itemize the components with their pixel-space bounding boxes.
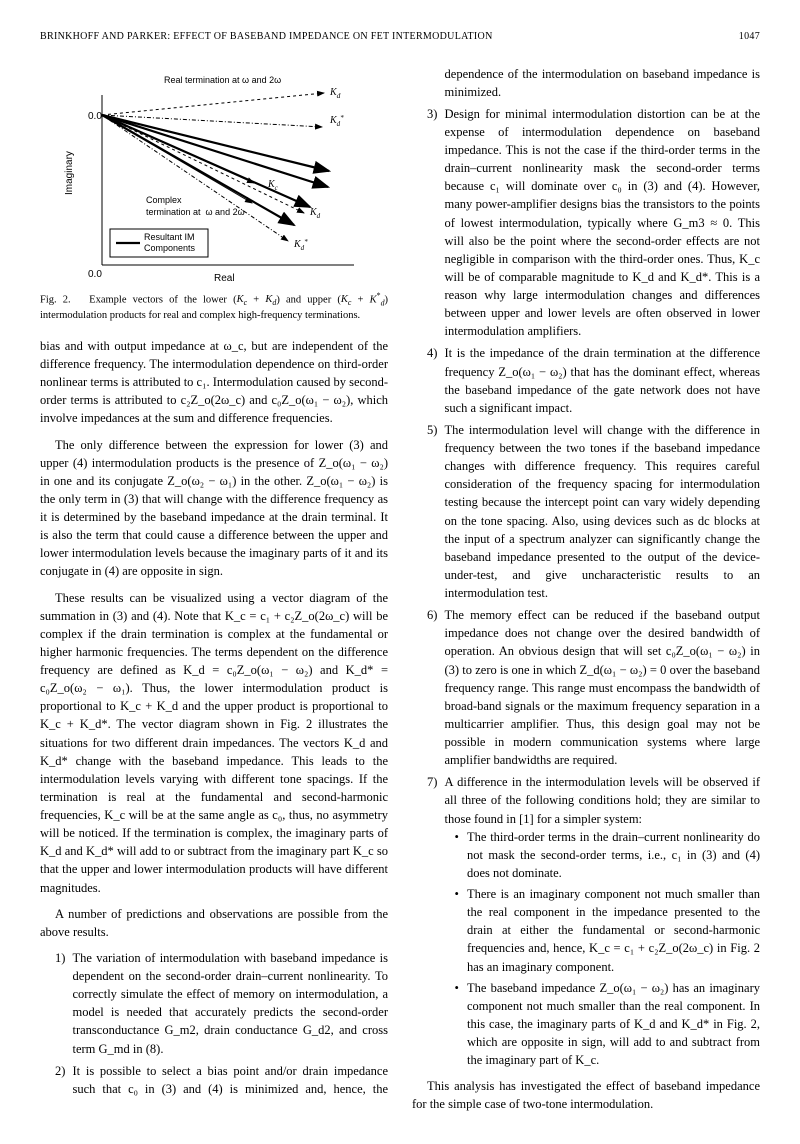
content-columns: 0.0 0.0 Imaginary Real Real termination …	[40, 65, 760, 1114]
svg-text:Kd: Kd	[329, 87, 341, 100]
svg-text:Kd*: Kd*	[293, 238, 308, 252]
complex-label-1: Complex	[146, 195, 182, 205]
origin-bottom-label: 0.0	[88, 269, 102, 280]
svg-text:Components: Components	[144, 243, 196, 253]
list-item-3: 3)Design for minimal intermodulation dis…	[427, 105, 760, 341]
page-header: BRINKHOFF AND PARKER: EFFECT OF BASEBAND…	[40, 30, 760, 45]
para-3: These results can be visualized using a …	[40, 589, 388, 897]
top-term-label: Real termination at ω and 2ω	[164, 75, 281, 85]
bullet-2: There is an imaginary component not much…	[455, 885, 761, 976]
figure-2-plot: 0.0 0.0 Imaginary Real Real termination …	[40, 65, 388, 285]
bullet-1: The third-order terms in the drain–curre…	[455, 828, 761, 882]
conditions-list: The third-order terms in the drain–curre…	[455, 828, 761, 1070]
para-4: A number of predictions and observations…	[40, 905, 388, 941]
figure-2: 0.0 0.0 Imaginary Real Real termination …	[40, 65, 388, 323]
complex-label-2: termination at ω and 2ω	[146, 207, 245, 217]
page-number: 1047	[739, 30, 760, 45]
bullet-3: The baseband impedance Z_o(ω₁ − ω₂) has …	[455, 979, 761, 1070]
list-item-1: 1)The variation of intermodulation with …	[55, 949, 388, 1058]
y-axis-label: Imaginary	[64, 151, 75, 195]
list-item-4: 4)It is the impedance of the drain termi…	[427, 344, 760, 417]
running-title: BRINKHOFF AND PARKER: EFFECT OF BASEBAND…	[40, 30, 493, 45]
svg-text:Resultant IM: Resultant IM	[144, 232, 195, 242]
figure-2-caption: Fig. 2. Example vectors of the lower (Kc…	[40, 291, 388, 323]
svg-text:Kd: Kd	[309, 207, 321, 220]
origin-top-label: 0.0	[88, 111, 102, 122]
para-2: The only difference between the expressi…	[40, 436, 388, 581]
list-item-7: 7)A difference in the intermodulation le…	[427, 773, 760, 1069]
para-1: bias and with output impedance at ω_c, b…	[40, 337, 388, 428]
closing-para: This analysis has investigated the effec…	[412, 1077, 760, 1113]
x-axis-label: Real	[214, 273, 235, 284]
list-item-5: 5)The intermodulation level will change …	[427, 421, 760, 602]
svg-text:Kd*: Kd*	[329, 114, 344, 128]
list-item-6: 6)The memory effect can be reduced if th…	[427, 606, 760, 769]
